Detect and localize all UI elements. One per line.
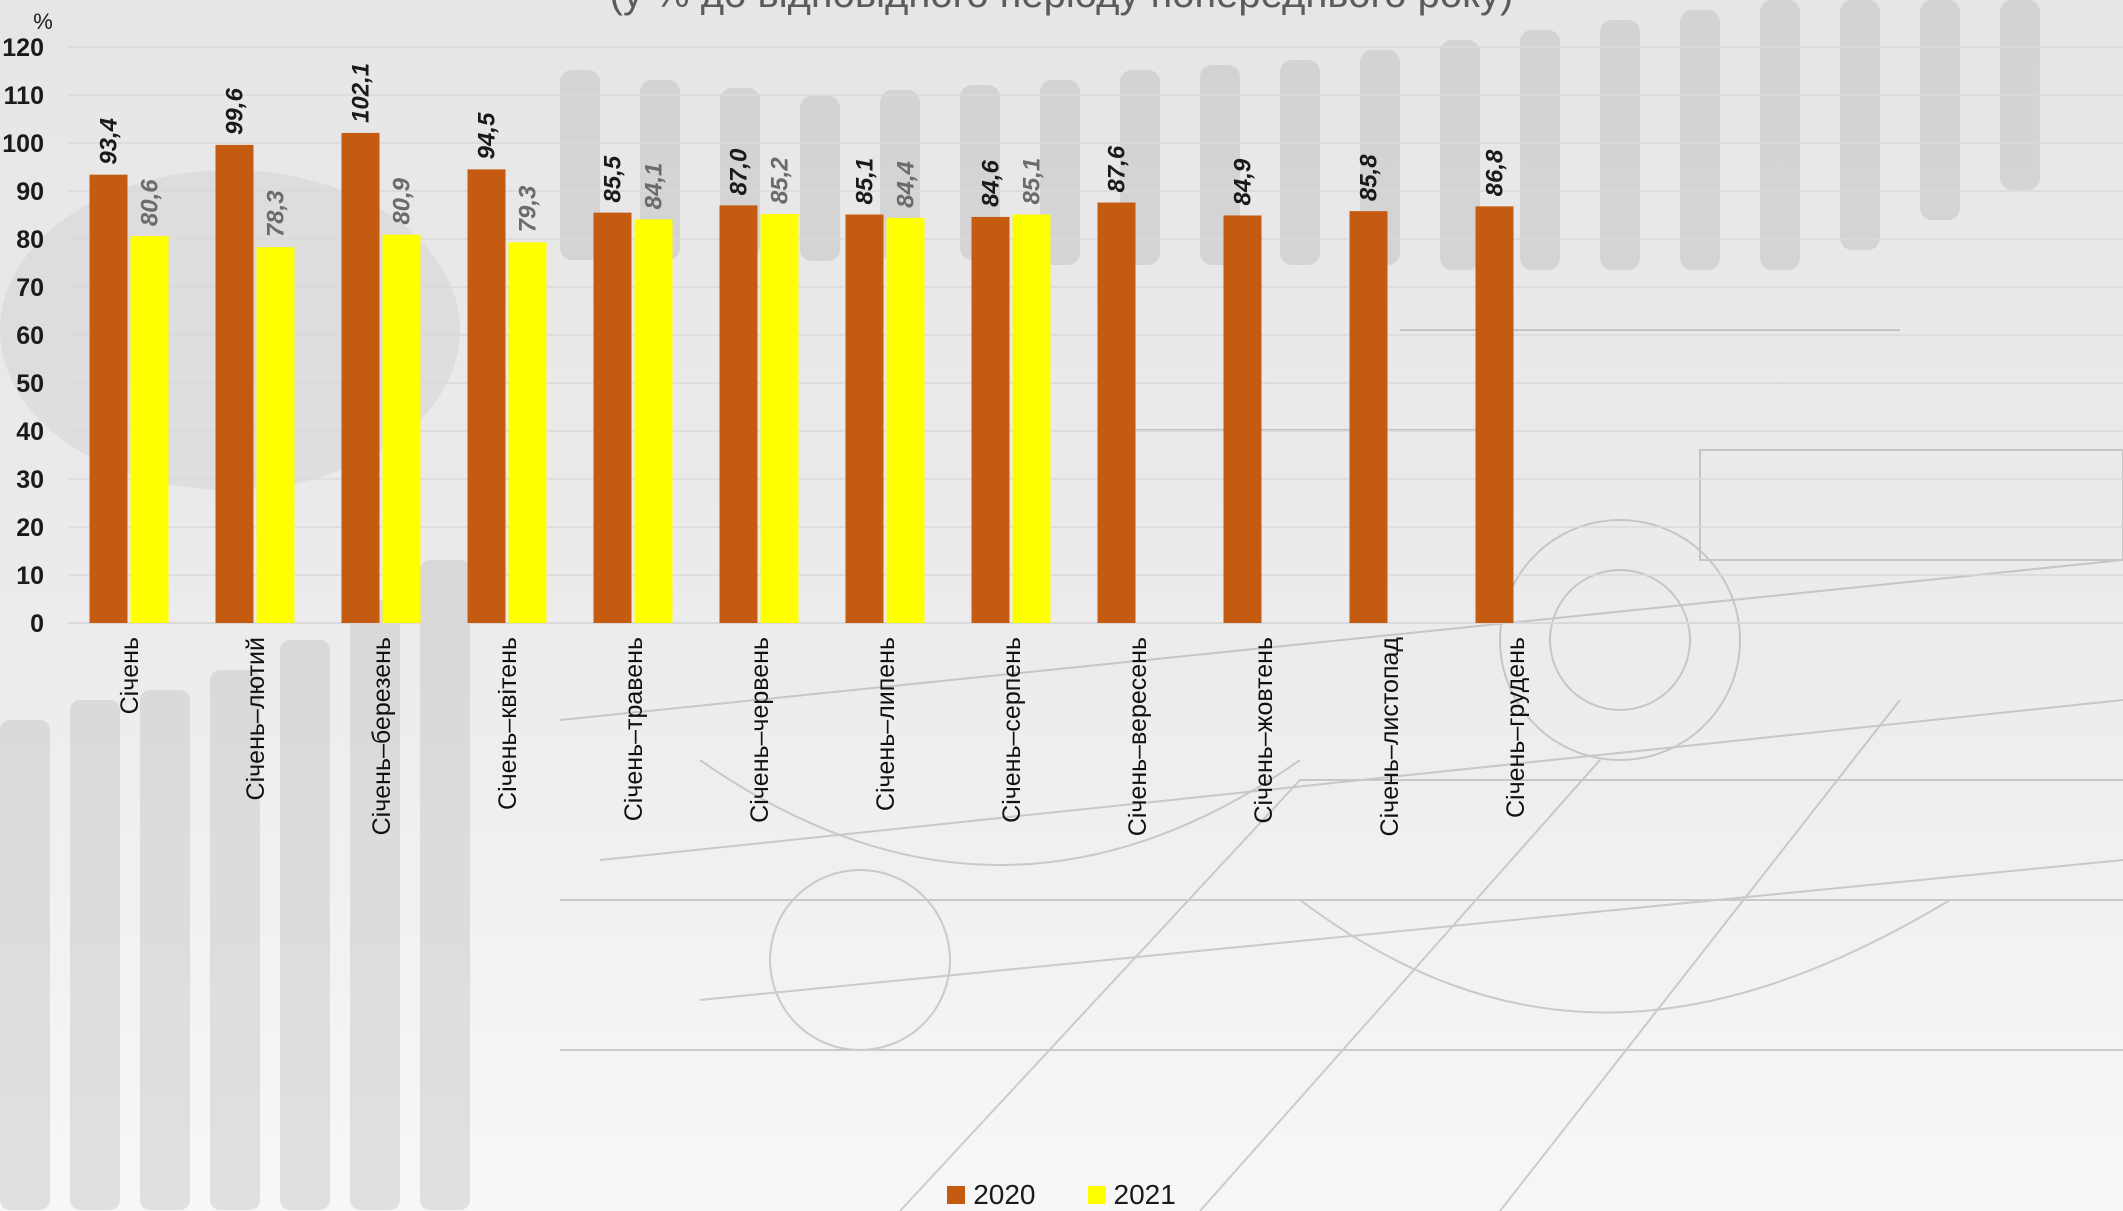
value-label-2021-2: 78,3 [263,190,290,237]
gear-teeth-decoration [560,0,2040,270]
bar-2021-5 [634,219,673,623]
chart-subtitle: (у % до відповідного періоду попередньог… [0,0,2123,17]
y-tick-label: 50 [16,370,44,398]
bar-2020-9 [1097,202,1136,623]
y-tick-label: 60 [16,322,44,350]
value-label-2020-5: 85,5 [600,155,627,202]
y-tick-label: 40 [16,418,44,446]
bar-2020-4 [467,169,506,623]
x-category-label: Січень–серпень [998,637,1026,823]
value-label-2020-12: 86,8 [1482,149,1509,196]
y-tick-label: 0 [30,610,44,638]
value-label-2021-1: 80,6 [137,179,164,226]
value-label-2021-3: 80,9 [389,177,416,224]
legend-swatch-2020 [947,1185,966,1204]
value-label-2020-1: 93,4 [96,118,123,165]
value-label-2020-6: 87,0 [726,148,753,195]
y-axis: % 0 10 20 30 40 50 60 70 80 90 100 110 120 [2,9,53,638]
bar-2020-5 [593,212,632,623]
y-tick-label: 100 [2,130,44,158]
legend-item-2021: 2021 [1087,1178,1176,1211]
value-labels: 93,4 80,6 99,6 78,3 102,1 80,9 94,5 79,3 85,5 84,… [96,63,1509,237]
x-axis: Січень Січень–лютий Січень–березень Січень–… [116,637,1530,837]
bar-2021-3 [382,234,421,623]
bars [89,132,1514,624]
blueprint-lines-decoration [559,329,2123,1211]
value-label-2020-8: 84,6 [978,160,1005,207]
legend-label-2021: 2021 [1113,1178,1176,1210]
value-label-2021-4: 79,3 [515,185,542,232]
bar-2020-6 [719,205,758,623]
x-category-label: Січень–лютий [242,637,270,800]
bar-2020-10 [1223,215,1262,624]
value-label-2020-9: 87,6 [1104,145,1131,192]
value-label-2020-7: 85,1 [852,158,879,205]
legend: 2020 2021 [0,1178,2123,1211]
x-category-label: Січень–листопад [1376,637,1404,837]
bar-2020-12 [1475,206,1514,624]
x-category-label: Січень–березень [368,637,396,835]
y-axis-unit: % [33,9,53,34]
y-tick-label: 20 [16,514,44,542]
x-category-label: Січень–липень [872,637,900,811]
value-label-2021-6: 85,2 [767,157,794,204]
x-category-label: Січень–квітень [494,637,522,810]
bar-2020-3 [341,132,380,624]
legend-item-2020: 2020 [947,1178,1036,1211]
value-label-2020-3: 102,1 [348,63,375,123]
bar-2020-1 [89,174,128,623]
value-label-2020-11: 85,8 [1356,154,1383,201]
x-category-label: Січень–червень [746,637,774,823]
bar-2021-6 [760,214,799,624]
bar-2020-2 [215,144,254,624]
y-tick-label: 120 [2,34,44,62]
bar-2021-7 [886,217,925,623]
bar-2021-4 [508,242,547,624]
value-label-2021-5: 84,1 [641,163,668,210]
y-tick-label: 70 [16,274,44,302]
bar-2020-8 [971,216,1010,624]
y-tick-label: 10 [16,562,44,590]
value-label-2021-8: 85,1 [1019,158,1046,205]
legend-swatch-2021 [1087,1185,1106,1204]
value-label-2020-4: 94,5 [474,112,501,159]
y-tick-label: 90 [16,178,44,206]
bar-2021-1 [130,236,169,623]
value-label-2021-7: 84,4 [893,161,920,208]
x-category-label: Січень–грудень [1502,637,1530,818]
y-tick-label: 80 [16,226,44,254]
bar-2020-7 [845,214,884,623]
value-label-2020-2: 99,6 [222,88,249,135]
y-tick-label: 30 [16,466,44,494]
x-category-label: Січень–жовтень [1250,637,1278,824]
bar-2020-11 [1349,211,1388,623]
x-category-label: Січень–травень [620,637,648,821]
y-tick-label: 110 [4,82,44,110]
x-category-label: Січень [116,637,144,714]
legend-label-2020: 2020 [973,1178,1036,1210]
bar-2021-8 [1012,214,1051,623]
x-category-label: Січень–вересень [1124,637,1152,836]
bar-2021-2 [256,247,295,623]
value-label-2020-10: 84,9 [1230,158,1257,205]
